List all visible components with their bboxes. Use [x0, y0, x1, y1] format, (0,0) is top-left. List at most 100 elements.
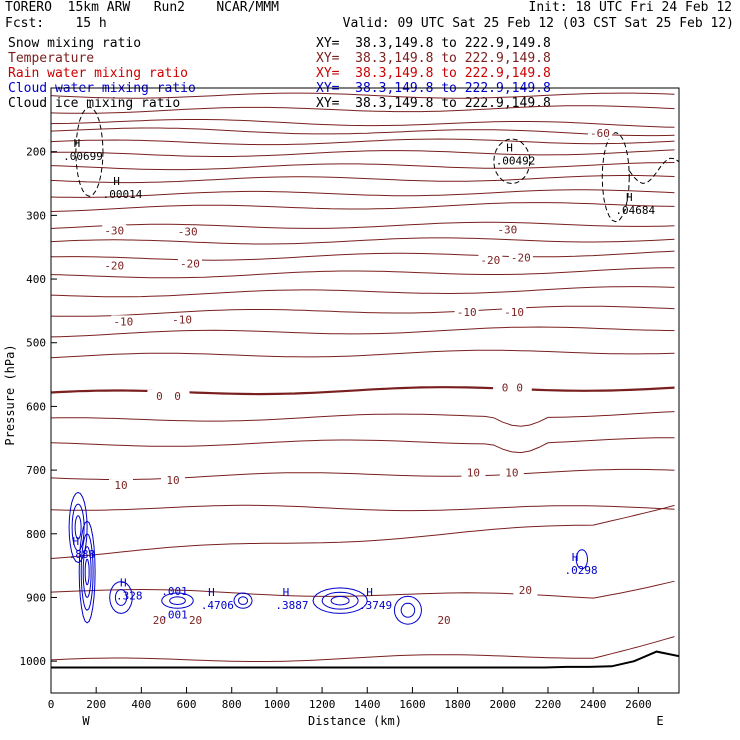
field-label-cloud-ice: Cloud ice mixing ratio: [8, 96, 181, 111]
maximum-value: .3887: [275, 599, 308, 612]
contour-label: -30: [104, 224, 124, 237]
maximum-value: .3749: [359, 599, 392, 612]
cloud-water-contour: [321, 591, 359, 610]
maximum-value: .4706: [201, 599, 234, 612]
y-axis-label: Pressure (hPa): [3, 344, 17, 445]
contour-label-mask: [587, 126, 612, 139]
contour-label: 0: [502, 382, 509, 395]
maximum-value: .888: [69, 548, 96, 561]
forecast-hour: Fcst: 15 h: [5, 16, 107, 31]
contour-label-mask: [499, 466, 524, 479]
contour-label: 10: [166, 474, 179, 487]
contour-label-mask: [508, 251, 533, 264]
field-xy-temperature: XY= 38.3,149.8 to 222.9,149.8: [316, 51, 551, 66]
temperature-contour-line: [51, 267, 675, 279]
maximum-value: .0298: [565, 564, 598, 577]
contour-label-mask: [183, 614, 208, 627]
x-tick-label: 1000: [264, 698, 291, 711]
maximum-marker: H: [283, 586, 290, 599]
contour-label: 10: [467, 466, 480, 479]
maximum-value: .00699: [63, 150, 103, 163]
cloud-water-contour: [233, 592, 253, 609]
temperature-contour-line: [51, 326, 675, 338]
temperature-contour-line: [51, 138, 675, 146]
temperature-contour-line: [51, 189, 675, 198]
contour-label: 0: [156, 390, 163, 403]
maximum-value: .001: [161, 585, 188, 598]
maximum-marker: H: [506, 141, 513, 154]
field-xy-snow: XY= 38.3,149.8 to 222.9,149.8: [316, 36, 551, 51]
x-tick-label: 600: [177, 698, 197, 711]
contour-label-mask: [432, 614, 457, 627]
temperature-contour-line: [51, 175, 675, 184]
maximum-marker: H: [366, 586, 373, 599]
temperature-contour-line: [51, 286, 675, 298]
field-xy-rain: XY= 38.3,149.8 to 222.9,149.8: [316, 66, 551, 81]
maximum-marker: H: [73, 535, 80, 548]
contour-label: -20: [480, 254, 500, 267]
maximum-marker: H: [208, 586, 215, 599]
x-tick-label: 1800: [444, 698, 471, 711]
cloud-water-contours: [68, 491, 588, 625]
maximum-value: .04684: [615, 204, 655, 217]
plot-frame: [50, 87, 680, 694]
contour-label: 0: [174, 390, 181, 403]
plot-area: [51, 92, 679, 669]
maximum-value: .00492: [496, 154, 536, 167]
y-tick-label: 600: [26, 400, 46, 413]
contour-label: -20: [511, 252, 531, 265]
cloud-ice-contour: [493, 138, 531, 185]
model-title: TORERO 15km ARW Run2 NCAR/MMM: [5, 0, 279, 15]
contour-label-mask: [109, 479, 134, 492]
contour-label: -30: [178, 226, 198, 239]
cloud-water-contour: [109, 581, 133, 614]
contour-label-mask: [165, 389, 190, 402]
maximum-marker: H: [626, 191, 633, 204]
east-end-label: E: [656, 714, 663, 728]
maximum-value: .328: [116, 589, 143, 602]
x-axis-label: Distance (km): [308, 714, 402, 728]
x-tick-label: 800: [222, 698, 242, 711]
contour-label: -60: [590, 127, 610, 140]
cloud-water-contour: [161, 592, 194, 609]
temperature-contour-line: [51, 636, 675, 662]
field-xy-cloud-ice: XY= 38.3,149.8 to 222.9,149.8: [316, 96, 551, 111]
cloud-ice-contours: [75, 106, 679, 223]
maxima-labels: H.00699H.00014H.00492H.04684H.888H.328.0…: [63, 137, 655, 622]
temperature-contour-line: [51, 411, 675, 427]
contour-label-mask: [478, 254, 503, 267]
contour-label-mask: [170, 313, 195, 326]
cloud-ice-contour: [75, 106, 104, 197]
y-tick-label: 200: [26, 146, 46, 159]
temperature-contour-line: [51, 250, 675, 261]
contour-label: 10: [114, 479, 127, 492]
y-tick-label: 900: [26, 591, 46, 604]
y-tick-label: 1000: [20, 655, 47, 668]
contour-label: 0: [516, 382, 523, 395]
contour-label: -10: [172, 313, 192, 326]
contour-label: 20: [437, 614, 450, 627]
x-tick-label: 2200: [535, 698, 562, 711]
x-tick-label: 2400: [580, 698, 607, 711]
x-tick-label: 2600: [625, 698, 652, 711]
x-tick-label: 1600: [399, 698, 426, 711]
temperature-contour-line: [51, 92, 675, 99]
contour-label: 20: [519, 584, 532, 597]
contour-label-mask: [160, 473, 185, 486]
maximum-marker: H: [113, 175, 120, 188]
contour-label-mask: [147, 614, 172, 627]
temperature-contour-line: [51, 437, 675, 454]
temperature-contour-line: [51, 237, 675, 245]
contour-label-mask: [111, 315, 136, 328]
contour-label: -10: [457, 306, 477, 319]
maximum-marker: H: [572, 551, 579, 564]
field-label-rain: Rain water mixing ratio: [8, 66, 189, 81]
west-end-label: W: [82, 714, 90, 728]
contour-label-mask: [177, 257, 202, 270]
y-tick-label: 300: [26, 209, 46, 222]
contour-label-mask: [495, 223, 520, 236]
contour-label-mask: [175, 225, 200, 238]
y-tick-label: 700: [26, 464, 46, 477]
contour-label: -30: [497, 224, 517, 237]
contour-label-mask: [502, 305, 527, 318]
